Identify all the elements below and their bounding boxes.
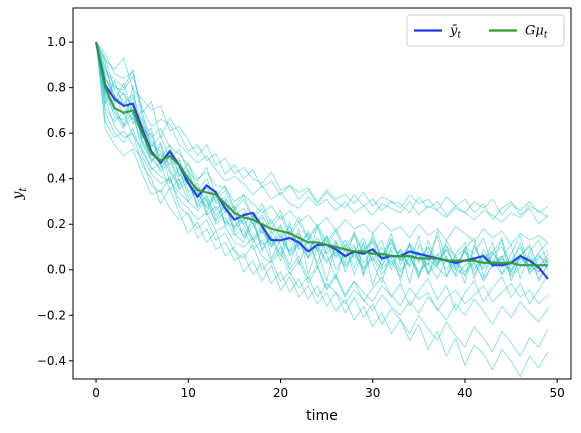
sample-path-13: [95, 42, 549, 378]
x-tick-label: 40: [457, 386, 472, 400]
x-tick-label: 50: [550, 386, 565, 400]
plot-frame: [72, 7, 572, 380]
x-axis-label: time: [306, 408, 338, 424]
y-tick-label: 0.6: [47, 126, 66, 140]
y-tick-label: 0.8: [47, 81, 66, 95]
sample-path-11: [95, 42, 549, 325]
sample-paths: [95, 41, 549, 378]
sample-path-18: [95, 42, 549, 282]
sample-path-14: [95, 42, 549, 312]
x-tick-label: 20: [273, 386, 288, 400]
y-tick-label: 0.4: [47, 172, 66, 186]
sample-path-15: [95, 41, 549, 280]
y-tick-label: 0.0: [47, 263, 66, 277]
series-line-1: [95, 41, 549, 280]
legend-label-2: Gμt: [525, 24, 548, 41]
sample-path-6: [95, 41, 549, 246]
x-axis: 0 10 20 30 40 50: [92, 379, 565, 400]
y-axis-label: yt: [10, 187, 29, 201]
sample-path-10: [95, 42, 549, 312]
sample-path-12: [95, 42, 549, 357]
x-tick-label: 0: [92, 386, 100, 400]
sample-path-1: [95, 41, 549, 284]
x-tick-label: 30: [365, 386, 380, 400]
y-tick-label: 1.0: [47, 35, 66, 49]
legend-label-1: ȳt: [449, 24, 461, 41]
y-tick-label: 0.2: [47, 217, 66, 231]
legend: ȳt Gμt: [406, 14, 565, 47]
legend-box: [406, 14, 565, 47]
y-axis: −0.4 −0.2 0.0 0.2 0.4 0.6 0.8 1.0: [37, 35, 73, 368]
series-line-2: [95, 41, 548, 267]
sample-path-4: [95, 41, 549, 284]
series-lines: [95, 41, 549, 280]
sample-path-7: [95, 41, 549, 225]
sample-path-9: [95, 41, 549, 221]
sample-path-8: [95, 41, 549, 216]
x-tick-label: 10: [181, 386, 196, 400]
y-tick-label: −0.4: [37, 354, 66, 368]
y-tick-label: −0.2: [37, 308, 66, 322]
